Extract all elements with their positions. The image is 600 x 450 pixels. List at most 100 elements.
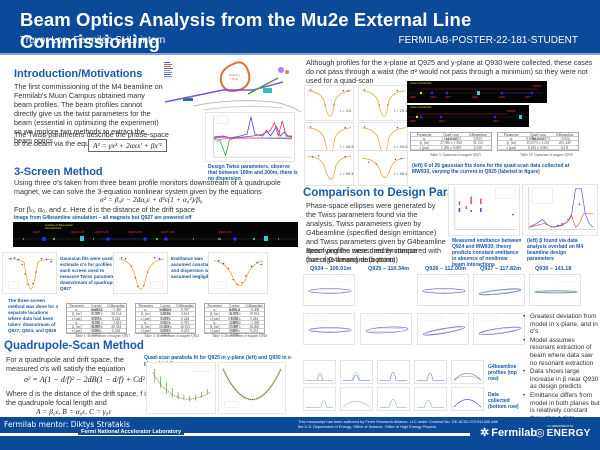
- abc-equation: A = β₀ε, B = α₀ε, C = γ₀ε: [36, 407, 112, 416]
- table-q924-caption: Table 2: Downstream of magnet Q924: [144, 334, 200, 338]
- table-q924: Parameter Lorenz method G4beamline α₀ 0.026…: [135, 303, 196, 337]
- data-profile-plot: [340, 387, 373, 411]
- g4-profile-plot: [303, 360, 336, 384]
- doe-wordmark: ENERGY: [546, 428, 591, 439]
- ellipse-label-q926: Q926 – 112.00m: [425, 266, 466, 272]
- emittance-assumption-caption: Emittance was assumed constant and dispe…: [171, 256, 214, 279]
- table-upstream-q925-caption: Table 3: Upstream of magnet Q925: [430, 153, 481, 157]
- gaussian-fit-graphic: [213, 259, 264, 289]
- phase-ellipse-graphic: [478, 276, 522, 296]
- table-q927: Parameter Lorenz method G4beamline α₀ −0.23…: [66, 303, 127, 337]
- svg-text:Q930 (off): Q930 (off): [218, 230, 231, 234]
- quad-gauss-plot-5: [304, 150, 354, 186]
- table-q926-caption: Table 3: Downstream of magnet Q926: [212, 334, 268, 338]
- table-q927-caption: Table 1: Downstream of magnet Q927: [75, 334, 131, 338]
- twiss-equation: A² = γx² + 2αxx′ + βx′²: [88, 139, 167, 152]
- svg-text:Q926 (off): Q926 (off): [128, 230, 141, 234]
- fermilab-logo: ✲ Fermilab: [480, 426, 537, 440]
- g4-profile-plot: [451, 360, 484, 384]
- table-upstream-q925: Parameter Quad-scan method G4beamline α₀ 1.…: [410, 132, 492, 151]
- quad-scan-equation: σ² = A(1 − d/f)² − 2dB(1 − d/f) + Cd²: [24, 375, 145, 384]
- beta-plot-caption: (left) β found via data analysis overlai…: [527, 238, 584, 262]
- muon-campus-map: Delivery Ring: [163, 60, 303, 118]
- waist-note: Although profiles for the x-plane at Q92…: [306, 58, 593, 85]
- profile-comparison-text: Beam profiles were directly compared wit…: [306, 246, 442, 264]
- svg-text:Q924 (off): Q924 (off): [71, 230, 84, 234]
- three-screen-paragraph: Using three σ's taken from three beam pr…: [14, 178, 281, 196]
- svg-text:Q927 (off): Q927 (off): [161, 230, 174, 234]
- magnet-label: Q927: [33, 230, 41, 234]
- current-label: I = 55.8: [394, 144, 408, 149]
- g4-beamline-graphic: Q930 Q927 Q931 MW930 Twiss reconstruction: [407, 106, 529, 123]
- data-profiles-caption: Data collected (bottom row): [488, 392, 519, 410]
- table-upstream-q930-caption: Table 10: Upstream of magnet Q930: [520, 153, 573, 157]
- emittance-scatter-graphic: [454, 186, 518, 230]
- ellipse-plot-q926-y: [417, 313, 469, 345]
- svg-text:Q930: Q930: [410, 120, 417, 123]
- quad-scan-plot-q930: [218, 362, 286, 414]
- intro-heading: Introduction/Motivations: [14, 68, 143, 80]
- svg-text:Q930: Q930: [499, 96, 506, 99]
- phase-ellipse-graphic: [422, 276, 466, 294]
- intro-paragraph: The first commissioning of the M4 beamli…: [14, 82, 163, 145]
- three-screen-variables: For β₀, α₀, and ε. Here d is the distanc…: [14, 205, 195, 214]
- fermilab-logo-icon: ✲: [480, 427, 490, 439]
- g4-profile-plot: [414, 360, 447, 384]
- gaussian-caption: Gaussian fits were used to estimate σ's …: [60, 256, 119, 291]
- g4-simulation-image: Q927 Q924 (off) Q925 (off) Q926 (off) Q9…: [13, 222, 298, 247]
- current-label: I = 55.4: [340, 171, 354, 176]
- parabola-fit-graphic: [152, 365, 212, 402]
- profile-graphic: [379, 371, 408, 381]
- ellipse-label-q927: Q927 – 117.82m: [480, 266, 521, 272]
- quad-scan-heading: Quadrupole-Scan Method: [4, 340, 144, 352]
- svg-text:Q924: Q924: [430, 96, 437, 99]
- data-profile-plot: [414, 387, 447, 411]
- svg-text:Q925 (off): Q925 (off): [95, 230, 108, 234]
- bullet-item: Data shows large increase in β near Q930…: [522, 368, 600, 391]
- poster-title: Beam Optics Analysis from the Mu2e Exter…: [20, 9, 472, 52]
- poster-author: Trevor Loe, Fermilab SULI intern: [20, 35, 166, 46]
- svg-text:Q931: Q931: [493, 120, 500, 123]
- conclusion-bullets: Greatest deviation from model in x-plane…: [522, 313, 600, 423]
- g4-profile-plot: [377, 360, 410, 384]
- g4-q930-image: Q930 Q927 Q931 MW930 Twiss reconstruction: [407, 105, 529, 127]
- profile-graphic: [453, 399, 482, 408]
- svg-text:Q927: Q927: [445, 96, 452, 99]
- profile-graphic: [305, 400, 334, 408]
- quad-scan-plot-q925: [146, 362, 216, 414]
- ellipse-plot-q924-x: [303, 274, 355, 306]
- profile-graphic: [379, 399, 408, 408]
- comparison-paragraph: Phase-space ellipses were generated by t…: [306, 201, 446, 264]
- poster-header: Beam Optics Analysis from the Mu2e Exter…: [0, 0, 600, 55]
- gaussian-fit-graphic: [7, 257, 54, 290]
- ellipse-plot-q926-x: [417, 274, 469, 306]
- ellipse-plot-q925-y: [360, 313, 412, 345]
- gaussian-fit-graphic: [307, 89, 352, 117]
- svg-text:MW930: MW930: [533, 85, 542, 88]
- svg-text:Q927: Q927: [525, 96, 532, 99]
- ellipse-plot-q927-x: [473, 274, 525, 306]
- twiss-plot-caption: Design Twiss parameters, observe that be…: [208, 164, 298, 182]
- svg-text:MW930: MW930: [507, 110, 516, 113]
- g4-sim-caption: Image from G4beamline simulation – all m…: [14, 215, 192, 221]
- mentor-credit: Fermilab mentor: Diktys Stratakis: [4, 420, 130, 429]
- svg-text:Q926: Q926: [472, 96, 479, 99]
- ellipse-plot-q927-y: [473, 313, 525, 345]
- current-label: I = 55.4: [394, 171, 408, 176]
- doe-small-text: U.S. DEPARTMENT OF: [546, 425, 574, 428]
- design-twiss-plot: [205, 112, 295, 162]
- profile-graphic: [342, 372, 371, 381]
- beta-lines-graphic: [528, 186, 596, 230]
- manuscript-notice: This manuscript has been authored by Fer…: [298, 419, 498, 429]
- parabola-fit-graphic: [222, 368, 282, 408]
- quad-gauss-plot-2: [358, 85, 408, 121]
- quad-fits-caption: (left) 6 of 26 gaussian fits done for th…: [412, 163, 570, 175]
- data-profile-plot: [377, 387, 410, 411]
- gaussian-fit-plot-q924: [113, 252, 168, 294]
- gaussian-fit-plot-q926: [208, 252, 268, 294]
- table-q926: Parameter Lorenz method G4beamline α₀ 0.753…: [204, 303, 265, 337]
- bullet-item: Greatest deviation from model in x-plane…: [522, 313, 600, 336]
- lab-name: Fermi National Accelerator Laboratory: [78, 429, 185, 435]
- phase-ellipse-graphic: [364, 315, 409, 334]
